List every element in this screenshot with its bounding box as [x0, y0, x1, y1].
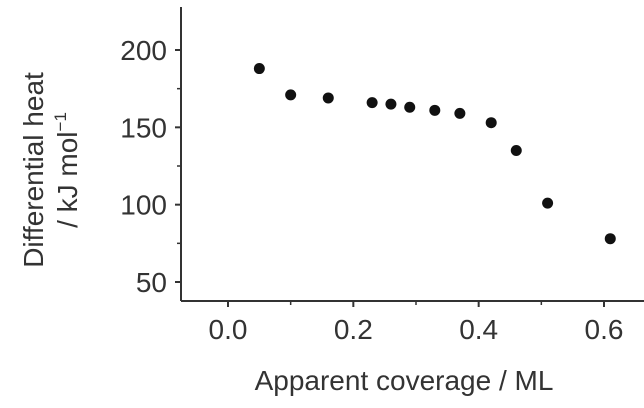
x-axis-label: Apparent coverage / ML: [255, 365, 554, 396]
x-tick-label: 0.0: [209, 314, 248, 345]
y-axis-label-superscript: −1: [51, 112, 70, 131]
data-point: [454, 107, 466, 119]
data-point: [542, 197, 554, 209]
x-tick-label: 0.2: [334, 314, 373, 345]
x-tick-label: 0.4: [459, 314, 498, 345]
y-axis-label-line2: / kJ mol−1: [51, 112, 83, 228]
y-tick-label: 100: [120, 190, 167, 221]
data-point: [385, 98, 397, 110]
data-point: [322, 92, 334, 104]
data-point: [429, 104, 441, 116]
ticks: 50 100 150 200 0.0 0.2 0.4 0.6: [120, 35, 623, 345]
data-point: [604, 233, 616, 245]
x-tick-label: 0.6: [585, 314, 624, 345]
data-point: [253, 63, 265, 75]
data-points: [253, 63, 616, 245]
data-point: [404, 101, 416, 113]
y-tick-label: 150: [120, 112, 167, 143]
y-tick-label: 200: [120, 35, 167, 66]
data-point: [285, 89, 297, 101]
y-axis-label-line1: Differential heat: [18, 72, 49, 268]
axes: [180, 7, 644, 302]
data-point: [510, 145, 522, 157]
data-point: [366, 97, 378, 109]
y-tick-label: 50: [136, 267, 167, 298]
data-point: [485, 117, 497, 129]
y-axis-label-unit: / kJ mol: [52, 131, 83, 227]
